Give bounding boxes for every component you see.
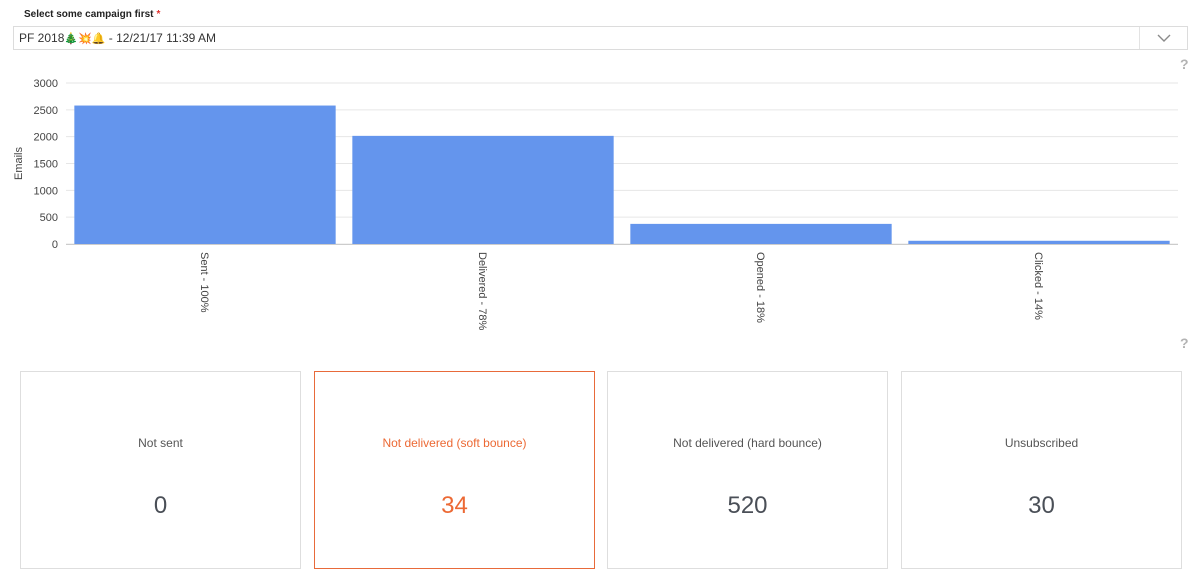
y-tick-label: 1500 bbox=[34, 159, 58, 171]
bar bbox=[630, 223, 892, 244]
stat-card-not-sent: Not sent 0 bbox=[20, 371, 301, 569]
stat-card-unsubscribed[interactable]: Unsubscribed 30 bbox=[901, 371, 1182, 569]
stat-card-soft-bounce[interactable]: Not delivered (soft bounce) 34 bbox=[314, 371, 595, 569]
campaign-select-value: PF 2018🎄💥🔔 - 12/21/17 11:39 AM bbox=[19, 27, 216, 51]
stat-card-value: 0 bbox=[153, 492, 168, 519]
y-axis-label: Emails bbox=[13, 147, 25, 181]
campaign-select-emojis: 🎄💥🔔 bbox=[64, 33, 106, 45]
y-tick-label: 2500 bbox=[34, 105, 58, 117]
x-tick-label: Delivered - 78% bbox=[476, 252, 488, 330]
stat-card-value: 34 bbox=[441, 492, 468, 519]
y-tick-label: 3000 bbox=[34, 78, 58, 90]
y-tick-label: 1000 bbox=[34, 185, 58, 197]
stat-card-label: Not sent bbox=[138, 436, 183, 450]
required-mark: * bbox=[156, 9, 161, 20]
stat-card-value: 30 bbox=[1028, 492, 1055, 519]
campaign-select-prefix: PF 2018 bbox=[19, 31, 65, 45]
bar bbox=[908, 240, 1170, 244]
help-icon[interactable]: ? bbox=[1180, 56, 1189, 72]
y-tick-label: 0 bbox=[52, 239, 58, 251]
x-tick-label: Clicked - 14% bbox=[1032, 252, 1044, 320]
stat-card-label: Not delivered (hard bounce) bbox=[673, 436, 822, 450]
bar bbox=[74, 105, 336, 244]
stat-card-label: Not delivered (soft bounce) bbox=[382, 436, 527, 450]
campaign-select-label-text: Select some campaign first bbox=[24, 9, 154, 20]
dropdown-toggle[interactable] bbox=[1139, 27, 1187, 49]
x-tick-label: Sent - 100% bbox=[198, 252, 210, 313]
stat-card-label: Unsubscribed bbox=[1004, 436, 1079, 450]
stat-card-hard-bounce[interactable]: Not delivered (hard bounce) 520 bbox=[607, 371, 888, 569]
campaign-select[interactable]: PF 2018🎄💥🔔 - 12/21/17 11:39 AM bbox=[13, 26, 1188, 50]
help-icon[interactable]: ? bbox=[1180, 335, 1189, 351]
y-tick-label: 500 bbox=[40, 212, 58, 224]
y-tick-label: 2000 bbox=[34, 132, 58, 144]
campaign-select-label: Select some campaign first * bbox=[24, 9, 160, 20]
stat-card-value: 520 bbox=[727, 492, 768, 519]
chevron-down-icon bbox=[1157, 34, 1171, 42]
email-funnel-chart: 0 500 1000 1500 2000 2500 3000 Emails Sent - 100… bbox=[13, 78, 1178, 330]
bar bbox=[352, 135, 614, 244]
x-tick-label: Opened - 18% bbox=[754, 252, 766, 323]
campaign-select-suffix: - 12/21/17 11:39 AM bbox=[105, 31, 216, 45]
